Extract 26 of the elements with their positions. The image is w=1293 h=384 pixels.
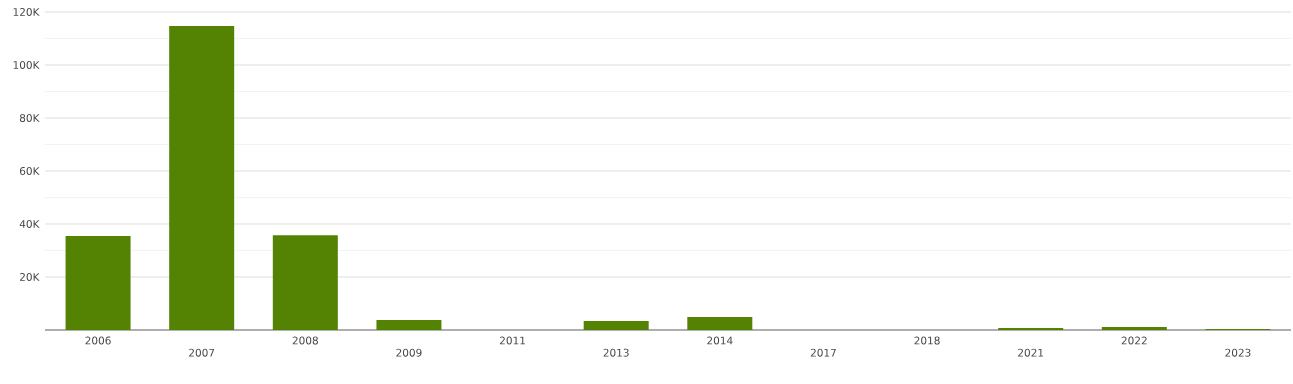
y-tick-label: 100K [13, 61, 40, 69]
x-tick-label: 2018 [914, 336, 940, 345]
x-tick-label: 2011 [499, 336, 525, 345]
y-tick-label: 40K [19, 220, 40, 228]
y-tick-label: 60K [19, 167, 40, 175]
x-tick-label: 2007 [189, 348, 215, 357]
x-tick-label: 2017 [810, 348, 836, 357]
x-tick-label: 2014 [707, 336, 733, 345]
x-tick-label: 2021 [1018, 348, 1044, 357]
x-tick-label: 2023 [1225, 348, 1251, 357]
bar [998, 327, 1064, 330]
bar [65, 235, 131, 330]
y-tick-label: 120K [13, 8, 40, 16]
x-tick-label: 2013 [603, 348, 629, 357]
x-tick-label: 2009 [396, 348, 422, 357]
bar [687, 317, 753, 330]
bar [272, 235, 338, 330]
bar [583, 320, 649, 330]
x-tick-label: 2008 [292, 336, 318, 345]
y-tick-label: 80K [19, 114, 40, 122]
bar [376, 319, 442, 330]
x-tick-label: 2006 [85, 336, 111, 345]
y-tick-label: 20K [20, 273, 40, 281]
bar [169, 26, 235, 330]
bar [1101, 327, 1167, 330]
x-tick-label: 2022 [1121, 336, 1147, 345]
